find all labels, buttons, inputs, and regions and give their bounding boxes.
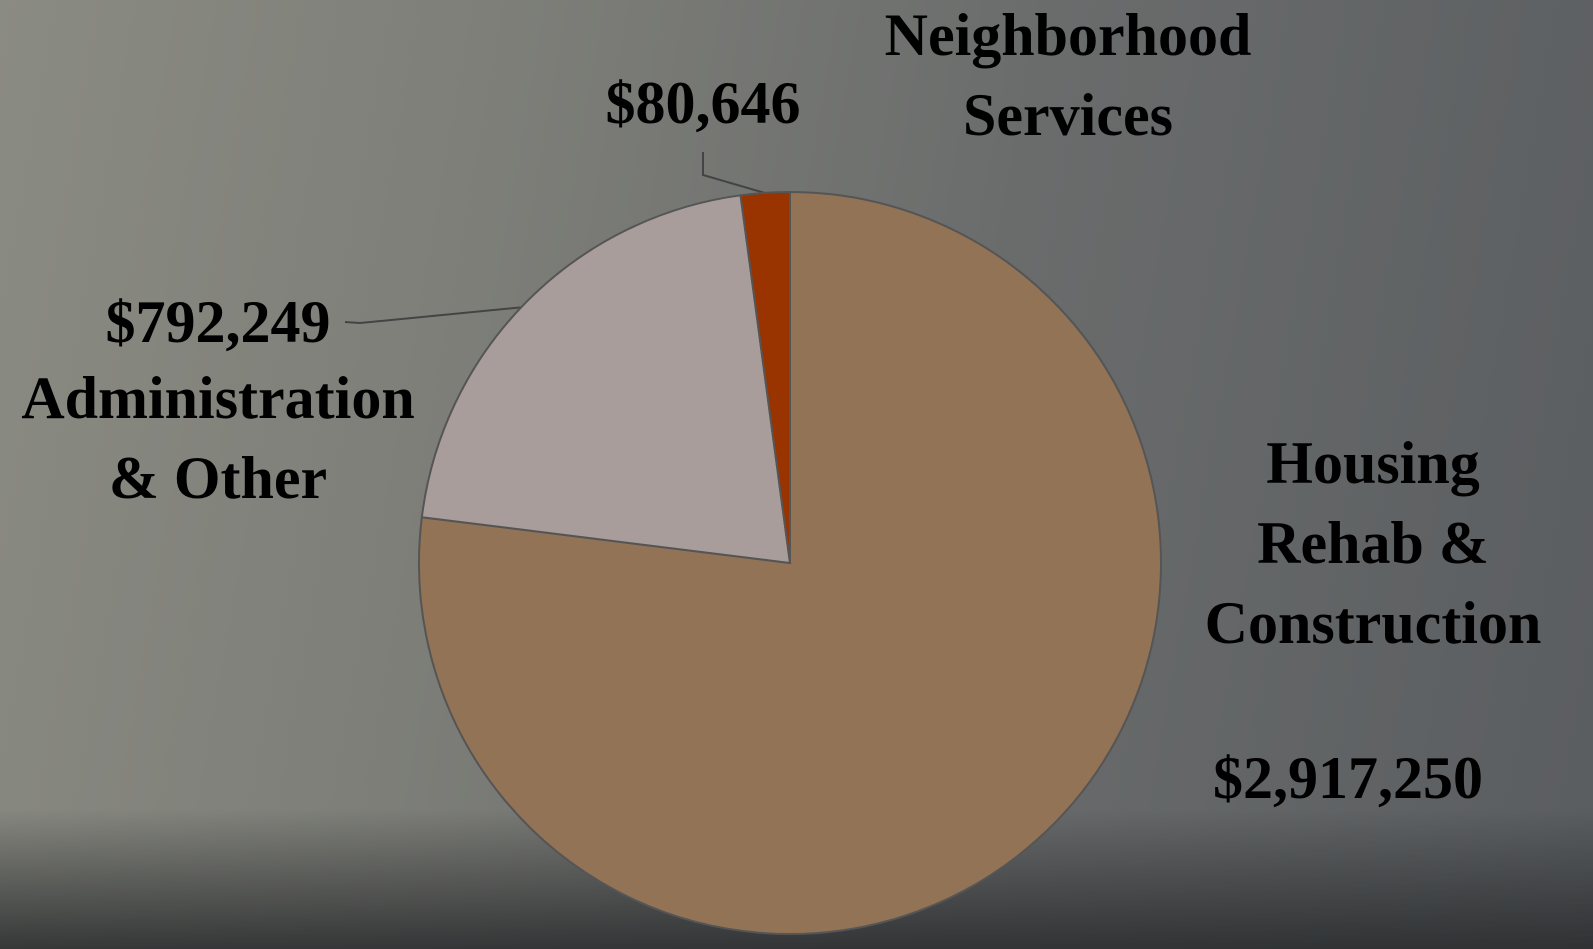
value-label: $792,249 <box>105 289 331 355</box>
value-label: $2,917,250 <box>1213 745 1483 811</box>
leader-line <box>344 306 526 325</box>
category-label: Administration & Other <box>21 365 415 511</box>
category-label: Neighborhood Services <box>884 2 1252 148</box>
category-label: Housing Rehab & Construction <box>1204 430 1542 656</box>
value-label: $80,646 <box>605 70 801 136</box>
leader-line <box>702 152 766 194</box>
pie-slice <box>739 190 791 564</box>
pie-slice <box>418 190 1162 935</box>
pie-slice <box>420 194 792 565</box>
